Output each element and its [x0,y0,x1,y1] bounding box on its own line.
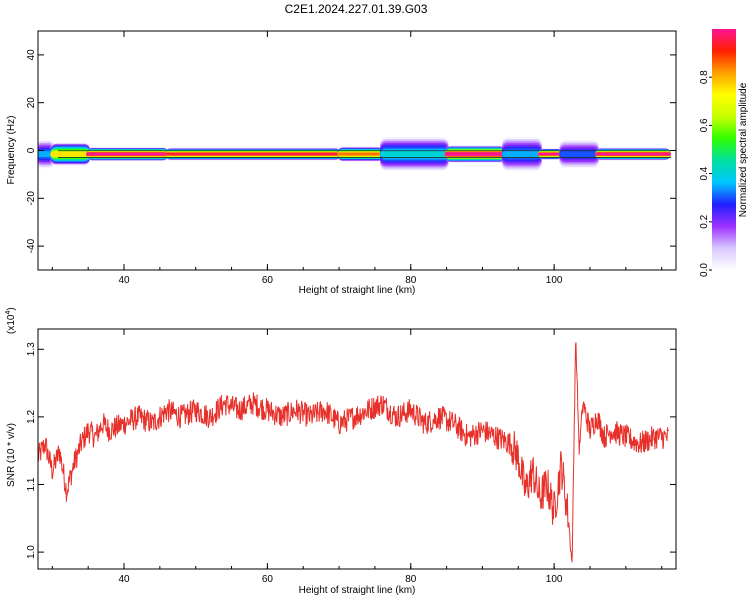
colorbar: 0.0 0.2 0.4 0.6 0.8 Normalized spectral ampl… [699,29,749,277]
y-tick-label: 1.3 [26,342,37,356]
figure-title: C2E1.2024.227.01.39.G03 [285,2,428,16]
y-tick-label: 1.1 [26,477,37,491]
colorbar-tick-label: 0.8 [699,70,710,84]
spectrogram-cell [50,151,91,157]
colorbar-tick-label: 0.2 [699,214,710,228]
spectrogram-x-axis: 40 60 80 100 [51,31,663,286]
spectrogram-cell [380,150,449,158]
y-tick-label: 20 [26,97,37,109]
colorbar-label: Normalized spectral amplitude [738,82,749,217]
y-tick-label: -20 [26,191,37,206]
y-tick-label: -40 [26,238,37,253]
snr-y-label: SNR (10 * v/v) [6,423,17,487]
y-tick-label: 0 [26,147,37,153]
y-tick-label: 1.2 [26,410,37,424]
snr-series-line [38,342,670,563]
y-tick-label: 1.0 [26,545,37,559]
colorbar-tick-label: 0.4 [699,166,710,180]
x-tick-label: 80 [405,275,417,286]
spectrogram-cell [559,151,600,158]
y-tick-label: 40 [26,49,37,61]
spectrogram-band [38,136,671,172]
snr-x-axis: 40 60 80 100 [51,329,663,585]
snr-panel: 40 60 80 100 1.0 1.1 1.2 1.3 Height of straigh… [5,307,677,596]
spectrogram-cell [337,152,385,156]
spectrogram-y-label: Frequency (Hz) [6,116,17,185]
spectrogram-cell [537,152,564,156]
spectrogram-x-label: Height of straight line (km) [299,285,416,296]
spectrogram-y-axis: 40 20 0 -20 -40 [26,49,676,253]
snr-y-multiplier: (x104) [5,307,17,334]
spectrogram-cell [595,152,671,156]
spectrogram-cell [165,152,342,156]
snr-y-axis: 1.0 1.1 1.2 1.3 [26,342,676,559]
x-tick-label: 40 [118,275,130,286]
colorbar-gradient [712,29,736,270]
x-tick-label: 100 [546,275,563,286]
spectrogram-cell [501,150,542,158]
colorbar-ticks: 0.0 0.2 0.4 0.6 0.8 [699,70,712,277]
spectrogram-cell [444,152,506,156]
x-tick-label: 40 [118,574,130,585]
snr-multiplier-close: ) [6,307,17,310]
x-tick-label: 60 [262,574,274,585]
x-tick-label: 100 [546,574,563,585]
colorbar-tick-label: 0.0 [699,263,710,277]
spectrogram-cell [38,151,55,158]
spectrogram-cell [86,152,170,156]
snr-multiplier-base: (x10 [6,314,17,334]
x-tick-label: 60 [262,275,274,286]
spectrogram-panel: 40 60 80 100 40 20 0 -20 -40 Height of straight… [6,30,677,296]
x-tick-label: 80 [405,574,417,585]
colorbar-tick-label: 0.6 [699,118,710,132]
snr-frame [37,328,677,570]
snr-multiplier-exp: 4 [5,311,12,315]
snr-x-label: Height of straight line (km) [299,585,416,596]
